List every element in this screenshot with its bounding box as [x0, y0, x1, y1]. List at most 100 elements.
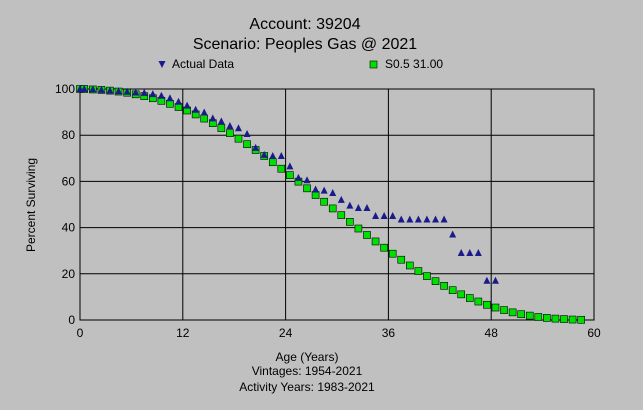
actual-data-point [209, 114, 217, 122]
footer-activity-years: Activity Years: 1983-2021 [239, 380, 375, 394]
fitted-curve-point [483, 300, 491, 309]
fitted-curve-point [534, 313, 543, 321]
actual-data-point [243, 130, 251, 138]
actual-data-point [423, 215, 431, 223]
y-axis-label: Percent Surviving [24, 158, 38, 252]
x-axis-label: Age (Years) [276, 350, 339, 364]
actual-data-point [337, 195, 345, 203]
fitted-curve-point [388, 249, 397, 258]
actual-data-point [312, 185, 320, 193]
actual-data-point [346, 201, 354, 209]
actual-data-point [175, 97, 183, 105]
actual-data-point [234, 124, 242, 132]
fitted-curve-point [337, 211, 346, 219]
x-tick-label: 24 [279, 326, 293, 340]
fitted-curve-point [277, 164, 286, 173]
actual-data-point [329, 188, 337, 196]
fitted-curve-point [448, 286, 457, 295]
actual-data-point [363, 203, 371, 211]
actual-data-point [277, 151, 285, 159]
fitted-curve-point [568, 315, 577, 324]
actual-data-point [466, 249, 474, 257]
y-tick-label: 40 [62, 221, 76, 235]
fitted-curve-point [491, 303, 500, 312]
fitted-curve-point [560, 315, 568, 323]
fitted-curve-point [440, 282, 448, 290]
fitted-curve-point [543, 314, 551, 322]
grid [79, 88, 595, 321]
actual-data-point [372, 212, 380, 220]
fitted-curve-point [243, 140, 251, 149]
actual-data-point [303, 176, 311, 184]
actual-data-point [491, 276, 499, 284]
actual-data-point [123, 87, 131, 95]
actual-data-point [414, 215, 422, 223]
legend-marker-s05-31 [369, 60, 378, 69]
actual-data-point [97, 85, 105, 93]
actual-data-point [80, 85, 88, 92]
actual-data-point [320, 186, 328, 194]
fitted-curve-point [500, 306, 508, 314]
actual-data-point [226, 121, 234, 129]
y-tick-label: 0 [68, 313, 75, 327]
fitted-curve-point [465, 294, 474, 302]
actual-data-point [217, 117, 225, 125]
actual-data-point [483, 276, 491, 284]
legend-label-actual-data: Actual Data [172, 57, 234, 71]
fitted-curve-point [431, 277, 440, 285]
legend-label-s05-31: S0.5 31.00 [385, 57, 443, 71]
fitted-curve-point [354, 224, 363, 233]
fitted-curve-point [397, 255, 406, 264]
fitted-curve-point [268, 158, 277, 167]
actual-data-point [132, 88, 140, 96]
fitted-curve-point [303, 184, 311, 193]
actual-data-point [269, 151, 277, 159]
actual-data-point [200, 108, 208, 116]
actual-data-point [380, 212, 388, 220]
actual-data-point [166, 94, 174, 102]
fitted-curve-point [414, 267, 423, 275]
fitted-curve-point [226, 129, 234, 137]
fitted-curve-point [328, 204, 337, 213]
y-tick-label: 100 [55, 82, 75, 96]
fitted-curve-point [200, 114, 209, 123]
x-tick-label: 12 [176, 326, 190, 340]
actual-data-point [354, 203, 362, 211]
fitted-curve-point [457, 290, 466, 299]
actual-data-point [474, 249, 482, 257]
y-axis-ticks: 0 20 40 60 80 100 [55, 82, 75, 327]
data-marks [76, 85, 585, 324]
fitted-curve-point [508, 308, 517, 317]
x-tick-label: 0 [77, 326, 84, 340]
fitted-curve-point [423, 272, 431, 280]
fitted-curve-point [406, 261, 414, 270]
legend-marker-actual-data [158, 61, 166, 68]
actual-data-point [115, 87, 123, 95]
chart-subtitle: Scenario: Peoples Gas @ 2021 [193, 36, 417, 53]
actual-data-point [457, 249, 465, 257]
actual-data-point [106, 86, 114, 94]
fitted-curve-point [217, 124, 226, 132]
y-tick-label: 60 [62, 174, 76, 188]
footer-vintages: Vintages: 1954-2021 [252, 364, 363, 378]
actual-data-point [449, 230, 457, 238]
actual-data-point [389, 212, 397, 220]
y-tick-label: 20 [62, 267, 76, 281]
fitted-curve-point [286, 171, 294, 179]
x-tick-label: 60 [587, 326, 601, 340]
fitted-curve-point [380, 243, 388, 252]
actual-data-point [89, 85, 97, 93]
actual-data-point [440, 215, 448, 223]
plot-area [79, 88, 595, 321]
fitted-curve-point [371, 237, 380, 246]
actual-data-point [252, 143, 260, 151]
fitted-curve-point [363, 231, 371, 239]
actual-data-point [397, 215, 405, 223]
actual-data-point [183, 101, 191, 109]
x-tick-label: 36 [382, 326, 396, 340]
fitted-curve-point [517, 310, 525, 319]
legend: Actual Data S0.5 31.00 [158, 57, 443, 71]
actual-data-point [149, 90, 157, 98]
